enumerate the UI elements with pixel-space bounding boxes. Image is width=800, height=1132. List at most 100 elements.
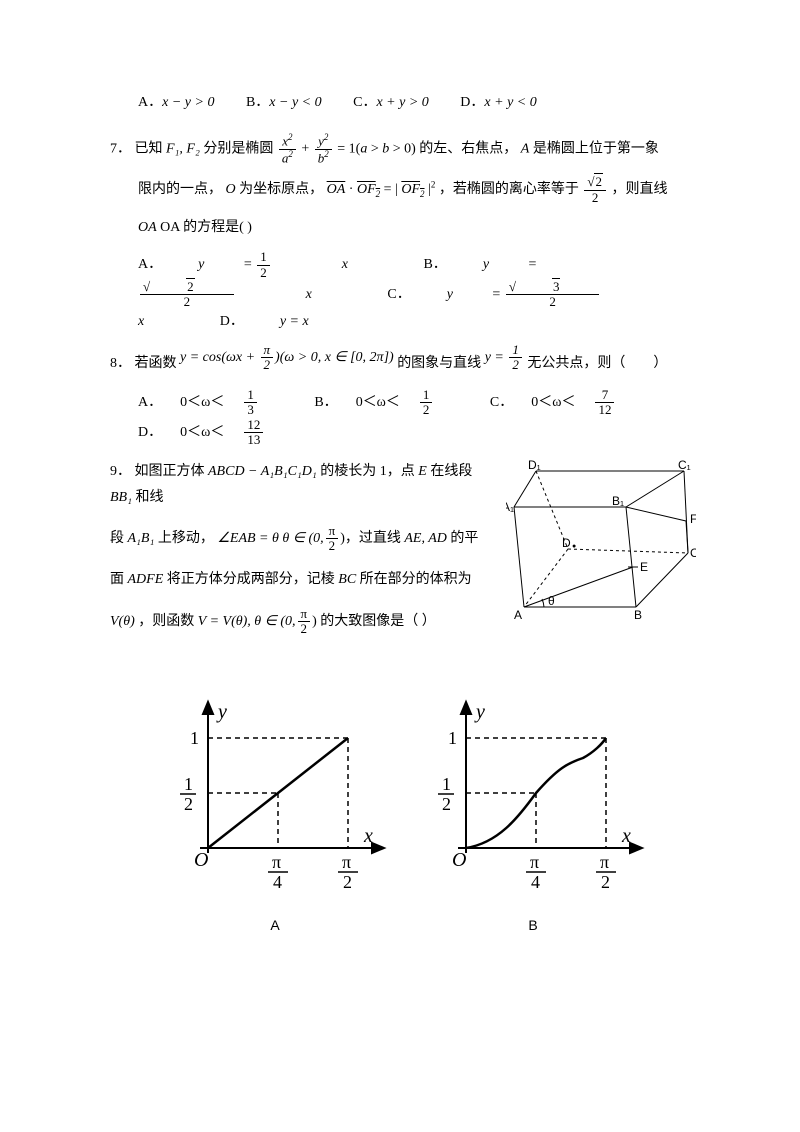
gb-pi4-d: 4	[531, 872, 540, 892]
q7-l2a: 限内的一点，	[138, 182, 222, 197]
q8-b-lt: 0＜ω＜	[356, 395, 400, 410]
cube-diagram: D₁ C₁ A₁ B₁ F C D ● E A B θ	[506, 459, 696, 629]
question-9: 9． 如图正方体 ABCD − A₁B₁C₁D₁ 的棱长为 1，点 E 在线段 …	[110, 459, 690, 636]
q9-line2: 段 A₁B₁ 上移动， ∠EAB = θ θ ∈ (0,π2)，过直线 AE, …	[110, 524, 480, 554]
q9-l2d: 的平	[450, 531, 478, 546]
q8-d-lt: 0＜ω＜	[180, 425, 224, 440]
q8-a-lbl: A．	[138, 395, 162, 410]
question-8: 8． 若函数 y = cos(ωx + π2)(ω > 0, x ∈ [0, 2…	[110, 349, 690, 379]
ga-one: 1	[190, 728, 199, 748]
gb-half-n: 1	[442, 774, 451, 794]
ga-half-n: 1	[184, 774, 193, 794]
lbl-theta: θ	[548, 594, 555, 608]
q7-vec-of2: OF2	[357, 182, 380, 197]
q7-options: A．y = 12x B．y = 22x C．y = 32x D．y = x	[138, 250, 690, 334]
lbl-f: F	[690, 512, 696, 526]
ga-y: y	[216, 701, 227, 723]
q8-pre: 若函数	[135, 356, 177, 371]
q7-mid3: 是椭圆上位于第一象	[533, 142, 659, 157]
q8-mid: 的图象与直线	[397, 356, 481, 371]
lbl-c1: C₁	[678, 459, 691, 472]
q7-ellipse-y: y2b2	[315, 133, 332, 165]
q9-l4d: ) 的大致图像是（ ）	[312, 614, 436, 629]
ga-o: O	[194, 849, 208, 871]
gb-x: x	[621, 825, 631, 847]
q7-l2d: ，则直线	[611, 182, 667, 197]
lbl-b: B	[634, 608, 642, 622]
q7-l2c: ，若椭圆的离心率等于	[439, 182, 579, 197]
gb-half-d: 2	[442, 794, 451, 814]
q8-line-y: y = 12	[485, 350, 524, 365]
q7-c-lbl: C．	[387, 287, 410, 302]
q9-num: 9．	[110, 464, 131, 479]
q9-l4c: V = V(θ), θ ∈ (0,	[198, 614, 296, 629]
ga-pi4-d: 4	[273, 872, 282, 892]
q9-cubename: ABCD − A₁B₁C₁D₁	[208, 464, 317, 479]
lbl-d1: D₁	[528, 459, 541, 472]
ga-x: x	[363, 825, 373, 847]
q9-l2c: )，过直线	[340, 531, 401, 546]
gb-o: O	[452, 849, 466, 871]
q9-aead: AE, AD	[404, 531, 447, 546]
ga-pi2-n: π	[342, 852, 351, 872]
gb-y: y	[474, 701, 485, 723]
q8-c-lt: 0＜ω＜	[531, 395, 575, 410]
q6-d-expr: x + y < 0	[484, 95, 536, 110]
q7-opt-a: A．y = 12x	[138, 257, 384, 272]
q9-l3b: 将正方体分成两部分，记棱	[167, 572, 335, 587]
q7-b-lbl: B．	[423, 257, 446, 272]
q9-line4: V(θ) ，则函数 V = V(θ), θ ∈ (0,π2) 的大致图像是（ ）	[110, 607, 480, 637]
q7-num: 7．	[110, 142, 131, 157]
gb-pi2-n: π	[600, 852, 609, 872]
q9-l2b: 上移动，	[158, 531, 214, 546]
q9-bc: BC	[338, 572, 356, 587]
q7-mid1: 分别是椭圆	[203, 142, 273, 157]
q7-d-expr: y = x	[280, 314, 309, 329]
q9-line3: 面 ADFE 将正方体分成两部分，记棱 BC 所在部分的体积为	[110, 567, 480, 592]
q9-l3a: 面	[110, 572, 124, 587]
q9-text: 9． 如图正方体 ABCD − A₁B₁C₁D₁ 的棱长为 1，点 E 在线段 …	[110, 459, 480, 636]
q7-ellipse-x: x2a2	[279, 133, 296, 165]
q6-options: A．x − y > 0 B．x − y < 0 C．x + y > 0 D．x …	[138, 90, 690, 115]
q6-opt-d: D．x + y < 0	[460, 95, 550, 110]
q7-f1f2: F₁, F₂	[166, 142, 200, 157]
q9-l1d: 和线	[135, 490, 163, 505]
q7-A: A	[521, 142, 530, 157]
q9-l1a: 如图正方体	[135, 464, 205, 479]
ga-half-d: 2	[184, 794, 193, 814]
q7-d-lbl: D．	[220, 314, 244, 329]
gb-one: 1	[448, 728, 457, 748]
ga-pi2-d: 2	[343, 872, 352, 892]
lbl-e: E	[640, 560, 648, 574]
graph-a-svg: y x O 1 1 2 π 4 π 2	[160, 698, 390, 898]
graph-a-label: A	[160, 913, 390, 938]
q9-l4b: ，则函数	[138, 614, 194, 629]
lbl-d: D	[562, 536, 571, 550]
ga-pi4-n: π	[272, 852, 281, 872]
lbl-a: A	[514, 608, 522, 622]
q8-num: 8．	[110, 356, 131, 371]
q6-c-expr: x + y > 0	[376, 95, 428, 110]
q8-end: 无公共点，则（ ）	[527, 356, 667, 371]
q8-a-lt: 0＜ω＜	[180, 395, 224, 410]
q9-adfe: ADFE	[128, 572, 164, 587]
q9-bb1: BB₁	[110, 490, 132, 505]
q8-c-lbl: C．	[490, 395, 513, 410]
graph-options: y x O 1 1 2 π 4 π 2 A	[160, 698, 690, 938]
q9-l1c: 在线段	[430, 464, 472, 479]
gb-pi4-n: π	[530, 852, 539, 872]
q9-l3c: 所在部分的体积为	[360, 572, 472, 587]
q6-b-expr: x − y < 0	[269, 95, 321, 110]
q9-line1: 9． 如图正方体 ABCD − A₁B₁C₁D₁ 的棱长为 1，点 E 在线段 …	[110, 459, 480, 509]
q8-options: A．0＜ω＜13 B．0＜ω＜12 C．0＜ω＜712 D．0＜ω＜1213	[138, 388, 690, 447]
q9-l2a: 段	[110, 531, 124, 546]
q8-opt-c: C．0＜ω＜712	[490, 395, 651, 410]
q9-E: E	[418, 464, 427, 479]
q7-a-lbl: A．	[138, 257, 162, 272]
graph-b-label: B	[418, 913, 648, 938]
q7-vec-of2-b: OF2	[401, 182, 424, 197]
q6-a-expr: x − y > 0	[162, 95, 214, 110]
q8-opt-b: B．0＜ω＜12	[314, 395, 468, 410]
q7-l3-txt: OA 的方程是( )	[160, 220, 252, 235]
q9-l4a: V(θ)	[110, 614, 135, 629]
